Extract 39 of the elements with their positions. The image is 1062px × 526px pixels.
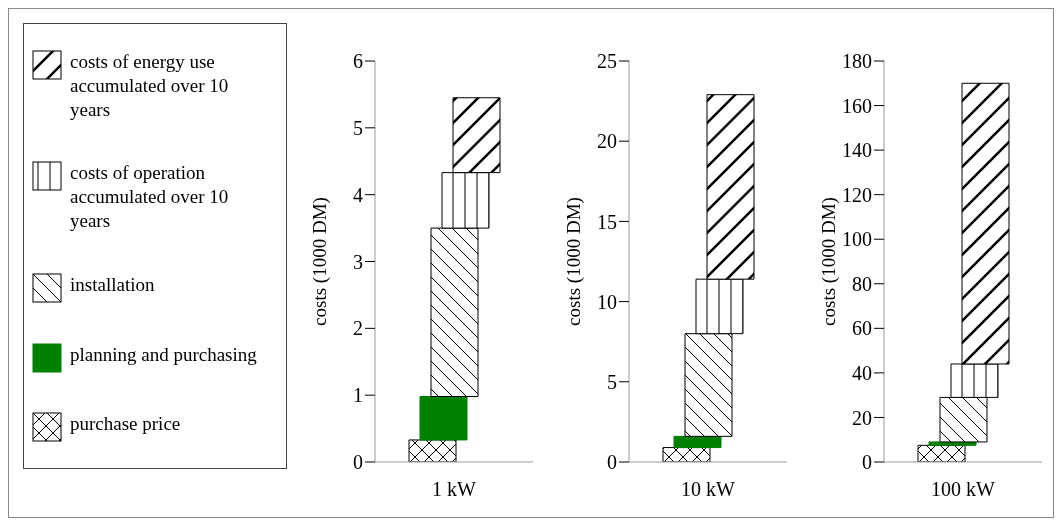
y-tick-label: 80 xyxy=(852,272,872,295)
y-tick-label: 0 xyxy=(353,451,363,474)
y-tick-label: 20 xyxy=(597,130,617,153)
x-tick-label: 1 kW xyxy=(432,478,477,501)
y-tick-label: 60 xyxy=(852,317,872,340)
y-tick-label: 25 xyxy=(597,50,617,73)
x-tick-label: 10 kW xyxy=(681,478,736,501)
y-tick-label: 40 xyxy=(852,361,872,384)
bar xyxy=(917,444,966,462)
y-tick-label: 5 xyxy=(607,370,617,393)
y-tick-label: 160 xyxy=(842,94,872,117)
bar xyxy=(419,396,468,441)
y-tick-label: 3 xyxy=(353,250,363,273)
y-tick-label: 120 xyxy=(842,183,872,206)
y-tick-label: 0 xyxy=(862,451,872,474)
y-tick-label: 20 xyxy=(852,406,872,429)
bar xyxy=(408,439,457,462)
y-tick-label: 0 xyxy=(607,451,617,474)
y-tick-label: 10 xyxy=(597,290,617,313)
y-tick-label: 100 xyxy=(842,228,872,251)
x-tick-label: 100 kW xyxy=(931,478,996,501)
y-tick-label: 15 xyxy=(597,210,617,233)
y-axis-title: costs (1000 DM) xyxy=(308,197,331,326)
y-tick-label: 5 xyxy=(353,116,363,139)
legend-label: installation xyxy=(70,273,156,297)
legend-label: purchase price xyxy=(70,412,182,437)
bar xyxy=(673,435,722,449)
legend-label: costs of energy use accumulated over 10 years xyxy=(70,49,230,122)
bar xyxy=(662,447,711,462)
y-tick-label: 180 xyxy=(842,50,872,73)
legend-label: planning and purchasing xyxy=(70,342,258,367)
y-tick-label: 4 xyxy=(353,183,363,206)
y-tick-label: 6 xyxy=(353,50,363,73)
legend-label: costs of operation accumulated over 10 years xyxy=(70,161,230,234)
y-axis-title: costs (1000 DM) xyxy=(817,197,840,326)
y-tick-label: 2 xyxy=(353,317,363,340)
y-tick-label: 140 xyxy=(842,139,872,162)
y-tick-label: 1 xyxy=(353,384,363,407)
y-axis-title: costs (1000 DM) xyxy=(562,197,585,326)
